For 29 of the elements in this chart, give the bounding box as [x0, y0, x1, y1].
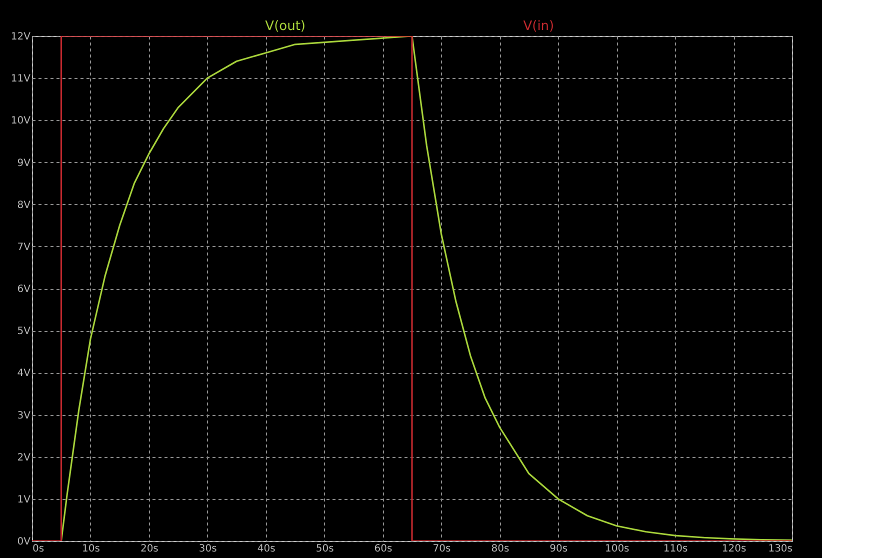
- y-tick-label: 6V: [17, 284, 31, 295]
- x-tick-label: 90s: [550, 544, 568, 554]
- x-tick-label: 0s: [32, 544, 44, 554]
- y-tick-label: 10V: [10, 116, 31, 127]
- x-tick-label: 120s: [722, 544, 746, 554]
- x-tick-label: 10s: [82, 544, 100, 554]
- y-tick-label: 1V: [17, 494, 31, 506]
- y-tick-label: 5V: [17, 326, 31, 338]
- x-tick-label: 20s: [140, 544, 158, 554]
- x-tick-label: 110s: [663, 544, 688, 554]
- text: V(in): [523, 19, 554, 34]
- x-tick-label: 40s: [257, 544, 276, 554]
- series-label: V(out): [265, 19, 306, 34]
- x-tick-label: 100s: [604, 544, 630, 554]
- y-tick-label: 0V: [17, 536, 31, 548]
- x-tick-label: 80s: [491, 544, 510, 554]
- x-tick-label: 70s: [432, 544, 451, 554]
- y-tick-label: 3V: [17, 410, 31, 422]
- x-tick-label: 130s: [768, 544, 792, 554]
- x-tick-label: 50s: [316, 544, 334, 554]
- y-tick-label: 11V: [10, 74, 31, 85]
- y-tick-label: 8V: [17, 200, 31, 211]
- x-tick-label: 60s: [374, 544, 392, 554]
- x-tick-label: 30s: [198, 544, 217, 554]
- y-tick-label: 7V: [17, 242, 31, 253]
- y-tick-label: 12V: [10, 32, 31, 42]
- y-tick-label: 2V: [17, 452, 31, 464]
- y-tick-label: 9V: [17, 158, 31, 169]
- y-tick-label: 4V: [17, 368, 31, 380]
